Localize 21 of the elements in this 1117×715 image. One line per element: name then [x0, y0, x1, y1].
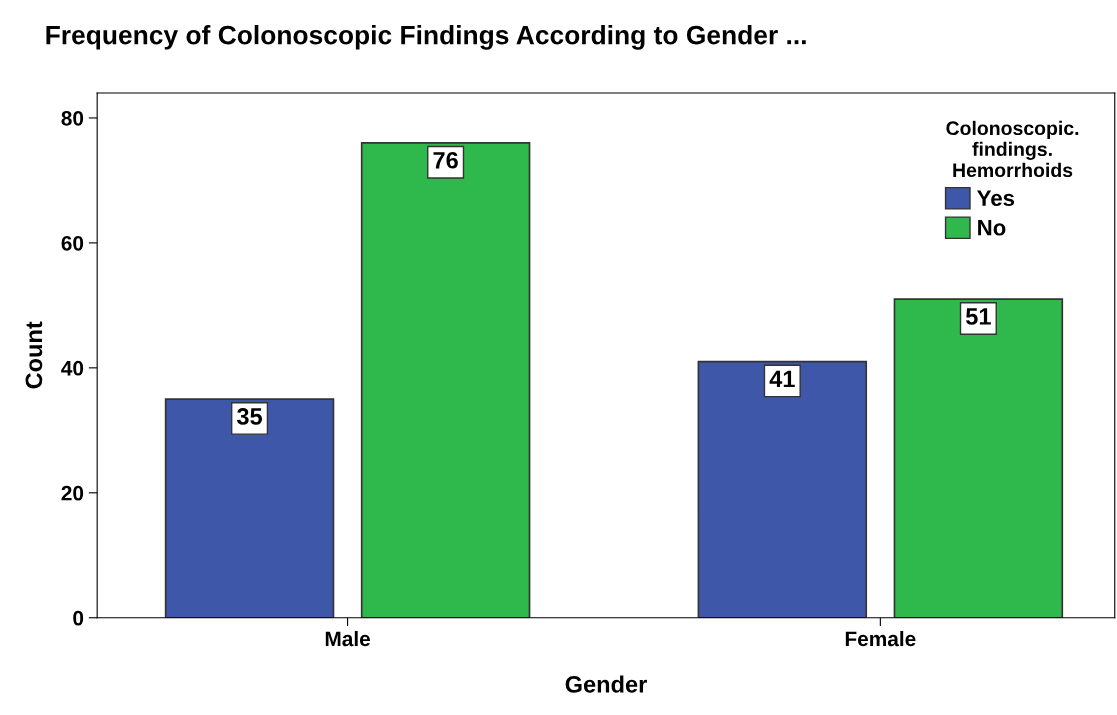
y-tick-label: 80 — [61, 110, 84, 126]
legend-label: No — [978, 220, 1006, 236]
data-label: 41 — [769, 370, 795, 388]
y-tick-label: 20 — [61, 485, 84, 501]
legend-title: Colonoscopic. findings. Hemorrhoids — [946, 120, 1079, 178]
y-tick-label: 40 — [61, 360, 84, 376]
data-label: 35 — [236, 408, 263, 425]
bar — [360, 142, 531, 618]
y-tick-label: 0 — [73, 610, 84, 626]
bar — [697, 360, 868, 618]
legend-label: Yes — [977, 190, 1015, 207]
bar — [164, 398, 335, 618]
chart-title: Frequency of Colonoscopic Findings According to Gender ... — [46, 25, 806, 50]
x-tick-label: Female — [845, 630, 916, 647]
x-tick-label: Male — [325, 630, 371, 647]
x-axis-title: Gender — [565, 675, 647, 693]
y-axis-title: Count — [25, 321, 43, 389]
data-label: 76 — [433, 151, 458, 169]
y-tick-label: 60 — [61, 235, 84, 251]
data-label: 51 — [965, 308, 991, 325]
bar — [893, 298, 1064, 618]
